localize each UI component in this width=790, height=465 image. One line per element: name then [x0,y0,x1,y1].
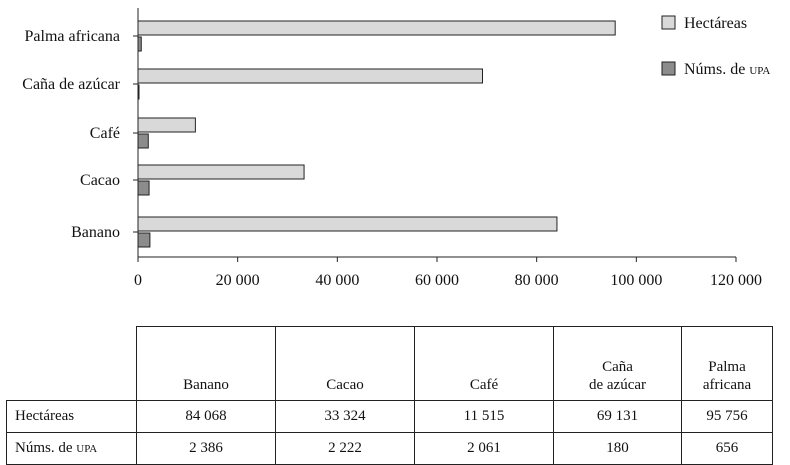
x-tick-label: 60 000 [415,272,459,289]
bar-hectareas-cacao [137,164,305,180]
legend-label-hectareas: Hectáreas [684,15,747,32]
bar-hectareas-ca-a-de-az-car [137,68,484,84]
category-label-caf-: Café [90,125,120,142]
table-row-label: Hectáreas [6,400,137,433]
category-label-palma-africana: Palma africana [25,28,121,45]
data-table: Banano Cacao Café Caña de azúcar Palma afr… [6,326,773,465]
bar-upa-banano [137,232,151,248]
x-tick-label: 40 000 [315,272,359,289]
legend-swatch-upa [661,61,676,76]
bar-upa-caf- [137,133,149,149]
table-cell: 33 324 [275,400,415,433]
table-corner-cell [6,326,137,401]
table-header-banano: Banano [136,326,276,401]
table-row-hectareas: Hectáreas 84 068 33 324 11 515 69 131 95… [6,400,773,433]
table-header-cana: Caña de azúcar [553,326,682,401]
table-header-palma: Palma africana [681,326,773,401]
table-cell: 84 068 [136,400,276,433]
table-header-cafe: Café [414,326,554,401]
bar-hectareas-banano [137,216,558,232]
category-label-banano: Banano [71,224,120,241]
legend-swatch-hectareas [661,15,676,30]
bar-hectareas-caf- [137,117,196,133]
x-tick-label: 120 000 [710,272,762,289]
bar-hectareas-palma-africana [137,20,616,36]
category-label-ca-a-de-az-car: Caña de azúcar [22,76,120,93]
x-tick-label: 20 000 [216,272,260,289]
legend-label-upa: Núms. de upa [684,61,770,78]
table-header-cacao: Cacao [275,326,415,401]
axes-group: Banano Cacao Café Caña de azúcar Palma afric… [22,8,762,289]
table-cell: 95 756 [681,400,773,433]
table-cell: 69 131 [553,400,682,433]
x-tick-label: 100 000 [610,272,662,289]
category-label-cacao: Cacao [80,172,120,189]
bar-chart: Banano Cacao Café Caña de azúcar Palma afric… [22,8,770,289]
table-cell: 11 515 [414,400,554,433]
x-tick-label: 0 [134,272,142,289]
bars-group [137,20,616,248]
bar-upa-cacao [137,180,150,196]
table-header-row: Banano Cacao Café Caña de azúcar Palma afr… [6,326,773,401]
legend: Hectáreas Núms. de upa [661,15,770,78]
x-tick-label: 80 000 [515,272,559,289]
